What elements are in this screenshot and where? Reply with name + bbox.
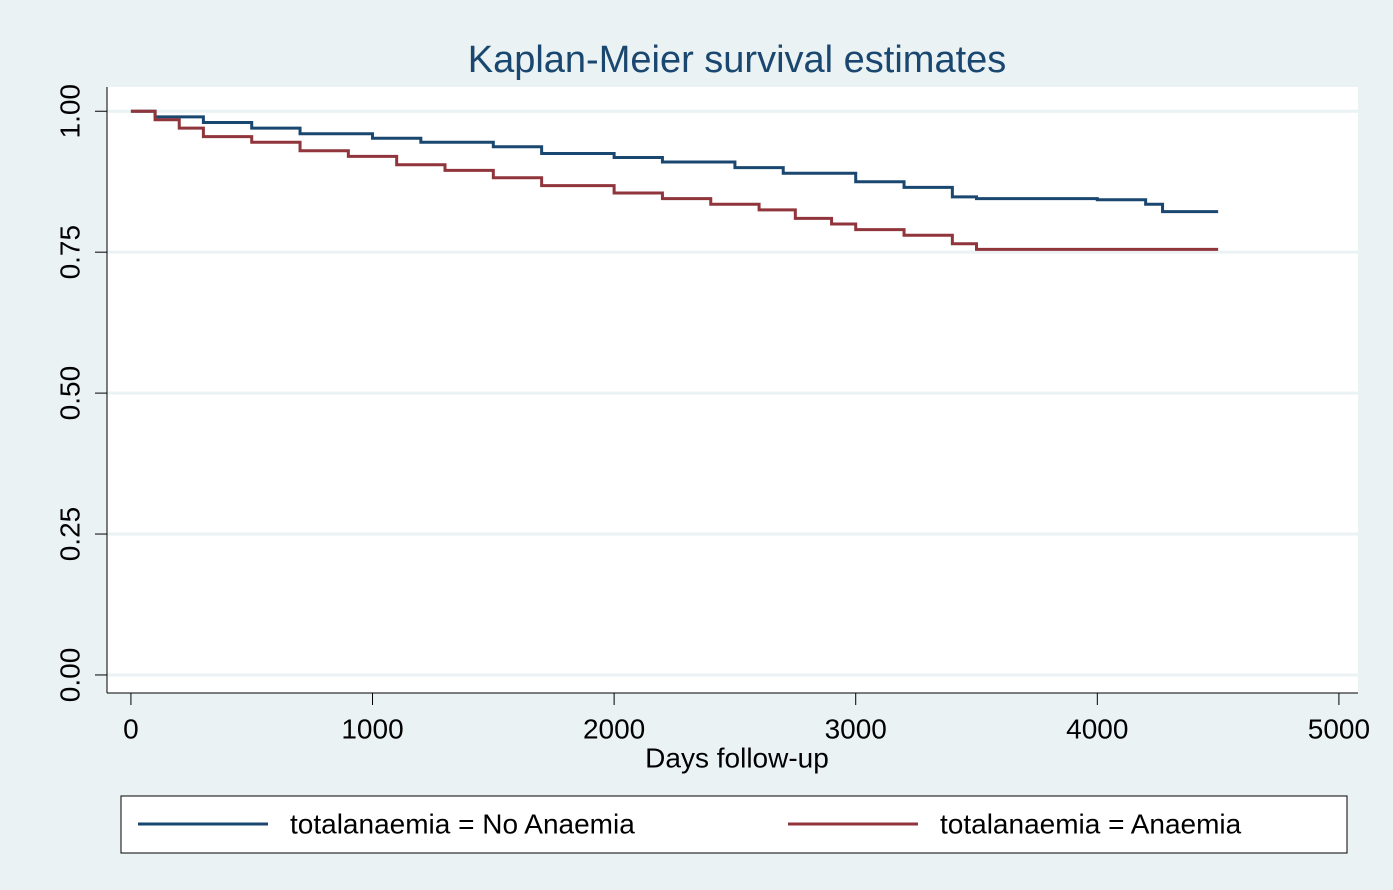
survival-line (130, 109, 1219, 251)
survival-line (130, 109, 1219, 214)
x-axis-label: Days follow-up (645, 742, 829, 773)
legend-label: totalanaemia = No Anaemia (290, 808, 635, 839)
x-tick-label: 0 (123, 713, 139, 744)
x-tick-label: 4000 (1066, 713, 1128, 744)
x-tick-label: 2000 (583, 713, 645, 744)
x-tick-label: 3000 (825, 713, 887, 744)
y-tick-label: 0.75 (54, 225, 85, 280)
x-tick-label: 5000 (1308, 713, 1370, 744)
x-tick-label: 1000 (341, 713, 403, 744)
legend-label: totalanaemia = Anaemia (940, 808, 1242, 839)
y-tick-label: 0.50 (54, 366, 85, 421)
legend (120, 795, 1348, 854)
y-tick-label: 0.00 (54, 648, 85, 703)
plot-area (107, 87, 1358, 693)
chart-title: Kaplan-Meier survival estimates (468, 39, 1007, 81)
y-tick-label: 1.00 (54, 84, 85, 138)
y-tick-label: 0.25 (54, 507, 85, 562)
